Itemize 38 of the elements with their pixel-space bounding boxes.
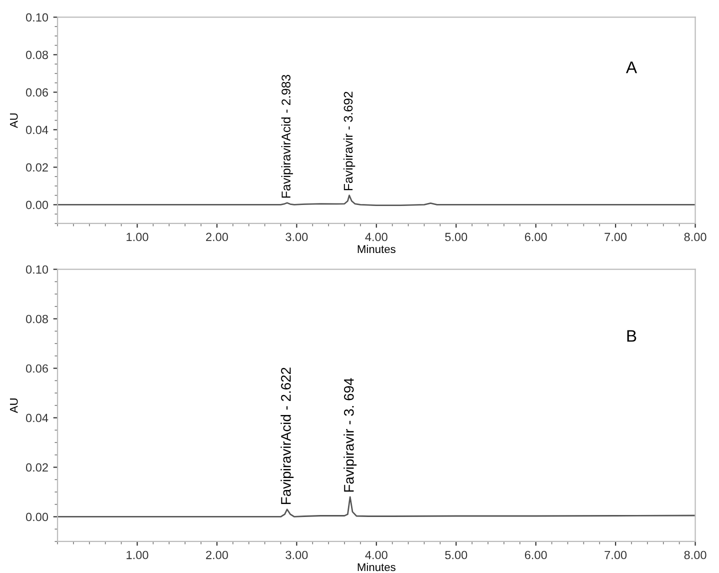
y-tick-label: 0.06 — [26, 88, 48, 97]
y-tick-label: 0.02 — [26, 463, 48, 472]
y-axis-title: AU — [10, 113, 18, 128]
annotation: FavipiravirAcid - 2.983 — [281, 74, 293, 198]
annotation: Favipiravir - 3.692 — [343, 92, 356, 190]
y-tick-label: 0.10 — [26, 13, 48, 22]
x-tick-label: 8.00 — [684, 232, 706, 242]
y-tick-label: 0.00 — [26, 200, 48, 210]
annotation: B — [627, 330, 636, 342]
x-tick-label: 7.00 — [604, 232, 627, 242]
y-tick-label: 0.04 — [26, 126, 48, 134]
annotation: Favipiravir - 3. 694 — [344, 378, 357, 492]
x-tick-label: 4.00 — [365, 232, 388, 242]
y-tick-label: 0.04 — [26, 414, 48, 422]
x-tick-label: 3.00 — [286, 550, 308, 560]
annotation: A — [626, 62, 638, 74]
x-tick-label: 6.00 — [524, 550, 547, 560]
y-tick-label: 0.00 — [26, 512, 48, 522]
y-tick-label: 0.08 — [26, 314, 48, 324]
x-tick-label: 4.00 — [365, 550, 388, 560]
x-tick-label: 5.00 — [445, 232, 468, 242]
x-tick-label: 7.00 — [604, 550, 627, 560]
y-axis-title: AU — [10, 398, 18, 414]
x-tick-label: 8.00 — [684, 550, 706, 560]
x-tick-label: 5.00 — [445, 550, 468, 560]
y-tick-label: 0.10 — [26, 265, 48, 274]
x-axis-title: Minutes — [358, 244, 396, 254]
x-tick-label: 1.00 — [126, 550, 148, 560]
x-axis-title: Minutes — [358, 562, 396, 572]
y-tick-label: 0.02 — [26, 163, 48, 172]
x-tick-label: 3.00 — [286, 232, 308, 242]
y-tick-label: 0.08 — [26, 50, 48, 60]
x-tick-label: 6.00 — [524, 232, 547, 242]
annotation: FavipiravirAcid - 2.622 — [280, 368, 294, 504]
x-tick-label: 2.00 — [206, 550, 228, 560]
x-tick-label: 1.00 — [126, 232, 148, 242]
y-tick-label: 0.06 — [26, 364, 48, 373]
x-tick-label: 2.00 — [206, 232, 228, 242]
